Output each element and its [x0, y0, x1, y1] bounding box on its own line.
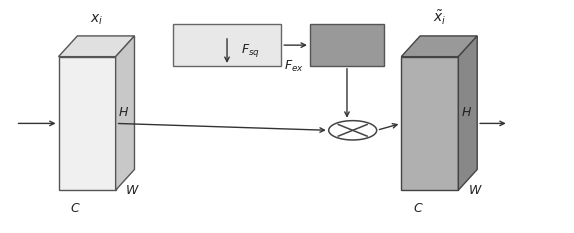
Text: $F_{ex}$: $F_{ex}$ — [284, 59, 304, 74]
Polygon shape — [115, 36, 134, 190]
Text: $W$: $W$ — [125, 184, 140, 197]
Polygon shape — [459, 36, 477, 190]
Text: $F_{sq}$: $F_{sq}$ — [241, 42, 260, 59]
Circle shape — [329, 121, 377, 140]
Polygon shape — [59, 57, 115, 190]
Bar — [310, 24, 384, 66]
Text: $C$: $C$ — [413, 202, 424, 215]
Text: $x_i$: $x_i$ — [90, 12, 103, 27]
Bar — [173, 24, 281, 66]
Text: $W$: $W$ — [468, 184, 483, 197]
Text: $C$: $C$ — [70, 202, 81, 215]
Polygon shape — [401, 57, 459, 190]
Polygon shape — [401, 36, 477, 57]
Text: $H$: $H$ — [461, 106, 472, 119]
Polygon shape — [59, 36, 134, 57]
Text: $H$: $H$ — [118, 106, 130, 119]
Text: $\tilde{x}_i$: $\tilde{x}_i$ — [433, 9, 446, 27]
